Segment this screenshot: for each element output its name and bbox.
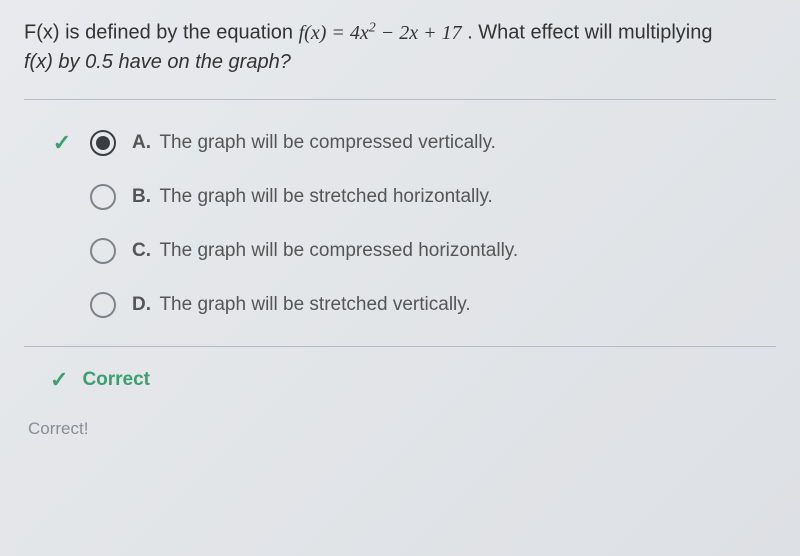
correct-indicator-a: ✓	[50, 130, 74, 156]
option-text-d: The graph will be stretched vertically.	[159, 294, 470, 315]
check-icon: ✓	[53, 130, 71, 156]
radio-c[interactable]	[90, 238, 116, 264]
feedback-footer: Correct!	[28, 419, 776, 439]
radio-a[interactable]	[90, 130, 116, 156]
radio-b[interactable]	[90, 184, 116, 210]
divider-top	[24, 99, 776, 100]
option-b[interactable]: B. The graph will be stretched horizonta…	[50, 184, 776, 210]
option-c[interactable]: C. The graph will be compressed horizont…	[50, 238, 776, 264]
question-text: F(x) is defined by the equation f(x) = 4…	[24, 18, 776, 77]
feedback-line: ✓ Correct	[50, 367, 776, 393]
options-list: ✓ A. The graph will be compressed vertic…	[24, 130, 776, 318]
option-text-a: The graph will be compressed vertically.	[159, 132, 496, 153]
option-d[interactable]: D. The graph will be stretched verticall…	[50, 292, 776, 318]
question-prefix: F(x) is defined by the equation	[24, 22, 299, 44]
option-a[interactable]: ✓ A. The graph will be compressed vertic…	[50, 130, 776, 156]
radio-d[interactable]	[90, 292, 116, 318]
option-text-c: The graph will be compressed horizontall…	[159, 240, 518, 261]
option-letter-a: A.	[132, 132, 151, 153]
option-letter-d: D.	[132, 294, 151, 315]
option-letter-b: B.	[132, 186, 151, 207]
divider-bottom	[24, 346, 776, 347]
feedback-status: Correct	[82, 369, 150, 391]
question-line2: f(x) by 0.5 have on the graph?	[24, 51, 291, 73]
question-suffix: . What effect will multiplying	[467, 22, 712, 44]
feedback-check-icon: ✓	[50, 367, 68, 393]
option-letter-c: C.	[132, 240, 151, 261]
option-text-b: The graph will be stretched horizontally…	[159, 186, 492, 207]
question-equation: f(x) = 4x2 − 2x + 17	[299, 22, 462, 44]
